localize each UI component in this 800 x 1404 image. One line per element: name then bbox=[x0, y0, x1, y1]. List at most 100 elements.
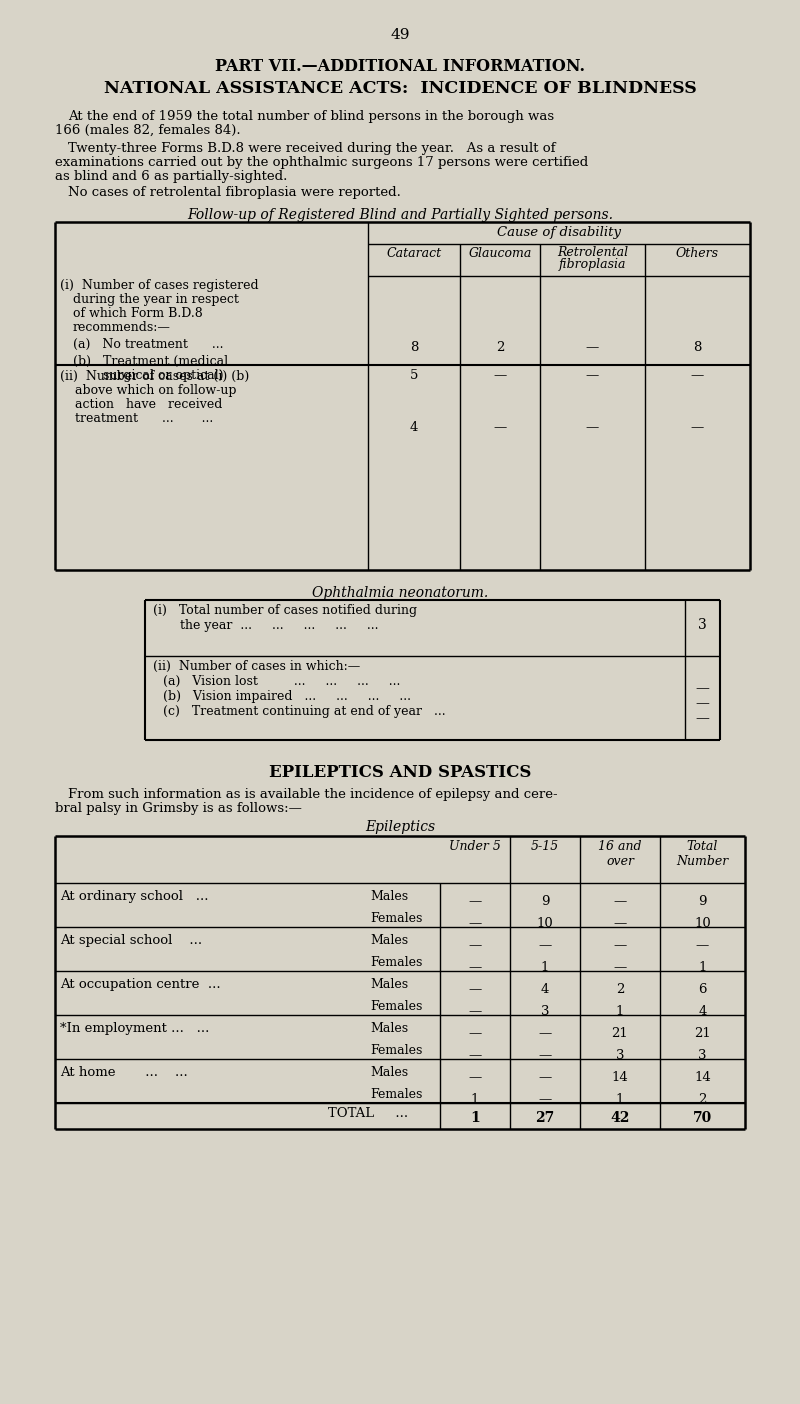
Text: —: — bbox=[538, 1026, 552, 1040]
Text: Males: Males bbox=[370, 1066, 408, 1080]
Text: —: — bbox=[468, 1026, 482, 1040]
Text: —: — bbox=[538, 1049, 552, 1061]
Text: —: — bbox=[614, 917, 626, 929]
Text: —: — bbox=[468, 960, 482, 974]
Text: 6: 6 bbox=[698, 983, 706, 995]
Text: —: — bbox=[695, 681, 710, 695]
Text: action   have   received: action have received bbox=[75, 397, 222, 411]
Text: over: over bbox=[606, 855, 634, 868]
Text: Females: Females bbox=[370, 956, 422, 969]
Text: examinations carried out by the ophthalmic surgeons 17 persons were certified: examinations carried out by the ophthalm… bbox=[55, 156, 588, 168]
Text: 2: 2 bbox=[616, 983, 624, 995]
Text: —: — bbox=[468, 917, 482, 929]
Text: of which Form B.D.8: of which Form B.D.8 bbox=[73, 307, 202, 320]
Text: Females: Females bbox=[370, 1000, 422, 1014]
Text: 42: 42 bbox=[610, 1111, 630, 1125]
Text: as blind and 6 as partially-sighted.: as blind and 6 as partially-sighted. bbox=[55, 170, 287, 183]
Text: —: — bbox=[586, 369, 599, 382]
Text: 10: 10 bbox=[694, 917, 711, 929]
Text: No cases of retrolental fibroplasia were reported.: No cases of retrolental fibroplasia were… bbox=[68, 185, 401, 199]
Text: recommends:—: recommends:— bbox=[73, 322, 171, 334]
Text: Males: Males bbox=[370, 890, 408, 903]
Text: 1: 1 bbox=[541, 960, 549, 974]
Text: (i)  Number of cases registered: (i) Number of cases registered bbox=[60, 279, 258, 292]
Text: Females: Females bbox=[370, 1088, 422, 1101]
Text: 4: 4 bbox=[698, 1005, 706, 1018]
Text: At the end of 1959 the total number of blind persons in the borough was: At the end of 1959 the total number of b… bbox=[68, 110, 554, 124]
Text: —: — bbox=[468, 1049, 482, 1061]
Text: Number: Number bbox=[676, 855, 729, 868]
Text: Glaucoma: Glaucoma bbox=[468, 247, 532, 260]
Text: Males: Males bbox=[370, 1022, 408, 1035]
Text: 21: 21 bbox=[694, 1026, 711, 1040]
Text: EPILEPTICS AND SPASTICS: EPILEPTICS AND SPASTICS bbox=[269, 764, 531, 781]
Text: 14: 14 bbox=[612, 1071, 628, 1084]
Text: (b)   Treatment (medical: (b) Treatment (medical bbox=[73, 355, 228, 368]
Text: —: — bbox=[614, 939, 626, 952]
Text: bral palsy in Grimsby is as follows:—: bral palsy in Grimsby is as follows:— bbox=[55, 802, 302, 814]
Text: 1: 1 bbox=[470, 1111, 480, 1125]
Text: —: — bbox=[538, 1092, 552, 1106]
Text: —: — bbox=[614, 960, 626, 974]
Text: (ii)  Number of cases in which:—: (ii) Number of cases in which:— bbox=[153, 660, 360, 673]
Text: (ii)  Number of cases at (i) (b): (ii) Number of cases at (i) (b) bbox=[60, 371, 250, 383]
Text: 9: 9 bbox=[698, 894, 706, 908]
Text: 70: 70 bbox=[693, 1111, 712, 1125]
Text: —: — bbox=[695, 710, 710, 724]
Text: Total: Total bbox=[687, 840, 718, 854]
Text: 27: 27 bbox=[535, 1111, 554, 1125]
Text: (a)   Vision lost         ...     ...     ...     ...: (a) Vision lost ... ... ... ... bbox=[163, 675, 400, 688]
Text: 3: 3 bbox=[698, 618, 707, 632]
Text: Twenty-three Forms B.D.8 were received during the year.   As a result of: Twenty-three Forms B.D.8 were received d… bbox=[68, 142, 555, 154]
Text: Females: Females bbox=[370, 913, 422, 925]
Text: —: — bbox=[696, 939, 709, 952]
Text: 8: 8 bbox=[410, 341, 418, 354]
Text: 14: 14 bbox=[694, 1071, 711, 1084]
Text: 8: 8 bbox=[694, 341, 702, 354]
Text: —: — bbox=[586, 421, 599, 434]
Text: during the year in respect: during the year in respect bbox=[73, 293, 239, 306]
Text: At ordinary school   ...: At ordinary school ... bbox=[60, 890, 209, 903]
Text: 2: 2 bbox=[698, 1092, 706, 1106]
Text: —: — bbox=[468, 1005, 482, 1018]
Text: At home       ...    ...: At home ... ... bbox=[60, 1066, 188, 1080]
Text: PART VII.—ADDITIONAL INFORMATION.: PART VII.—ADDITIONAL INFORMATION. bbox=[215, 58, 585, 74]
Text: —: — bbox=[586, 341, 599, 354]
Text: —: — bbox=[468, 1071, 482, 1084]
Text: NATIONAL ASSISTANCE ACTS:  INCIDENCE OF BLINDNESS: NATIONAL ASSISTANCE ACTS: INCIDENCE OF B… bbox=[104, 80, 696, 97]
Text: Ophthalmia neonatorum.: Ophthalmia neonatorum. bbox=[312, 585, 488, 600]
Text: —: — bbox=[614, 894, 626, 908]
Text: 1: 1 bbox=[698, 960, 706, 974]
Text: 166 (males 82, females 84).: 166 (males 82, females 84). bbox=[55, 124, 241, 138]
Text: Others: Others bbox=[676, 247, 719, 260]
Text: —: — bbox=[538, 1071, 552, 1084]
Text: (c)   Treatment continuing at end of year   ...: (c) Treatment continuing at end of year … bbox=[163, 705, 446, 717]
Text: treatment      ...       ...: treatment ... ... bbox=[75, 411, 214, 425]
Text: surgical or optical): surgical or optical) bbox=[103, 369, 223, 382]
Text: 2: 2 bbox=[496, 341, 504, 354]
Text: 4: 4 bbox=[541, 983, 549, 995]
Text: —: — bbox=[695, 696, 710, 710]
Text: 1: 1 bbox=[616, 1005, 624, 1018]
Text: Follow-up of Registered Blind and Partially Sighted persons.: Follow-up of Registered Blind and Partia… bbox=[187, 208, 613, 222]
Text: 3: 3 bbox=[616, 1049, 624, 1061]
Text: above which on follow-up: above which on follow-up bbox=[75, 385, 237, 397]
Text: From such information as is available the incidence of epilepsy and cere-: From such information as is available th… bbox=[68, 788, 558, 802]
Text: At special school    ...: At special school ... bbox=[60, 934, 202, 948]
Text: 4: 4 bbox=[410, 421, 418, 434]
Text: —: — bbox=[538, 939, 552, 952]
Text: Under 5: Under 5 bbox=[449, 840, 501, 854]
Text: 1: 1 bbox=[616, 1092, 624, 1106]
Text: 5: 5 bbox=[410, 369, 418, 382]
Text: *In employment ...   ...: *In employment ... ... bbox=[60, 1022, 210, 1035]
Text: —: — bbox=[468, 939, 482, 952]
Text: —: — bbox=[691, 369, 704, 382]
Text: Males: Males bbox=[370, 979, 408, 991]
Text: —: — bbox=[691, 421, 704, 434]
Text: (a)   No treatment      ...: (a) No treatment ... bbox=[73, 338, 223, 351]
Text: TOTAL     ...: TOTAL ... bbox=[328, 1106, 408, 1120]
Text: 1: 1 bbox=[471, 1092, 479, 1106]
Text: Retrolental: Retrolental bbox=[557, 246, 628, 258]
Text: Cataract: Cataract bbox=[386, 247, 442, 260]
Text: Females: Females bbox=[370, 1045, 422, 1057]
